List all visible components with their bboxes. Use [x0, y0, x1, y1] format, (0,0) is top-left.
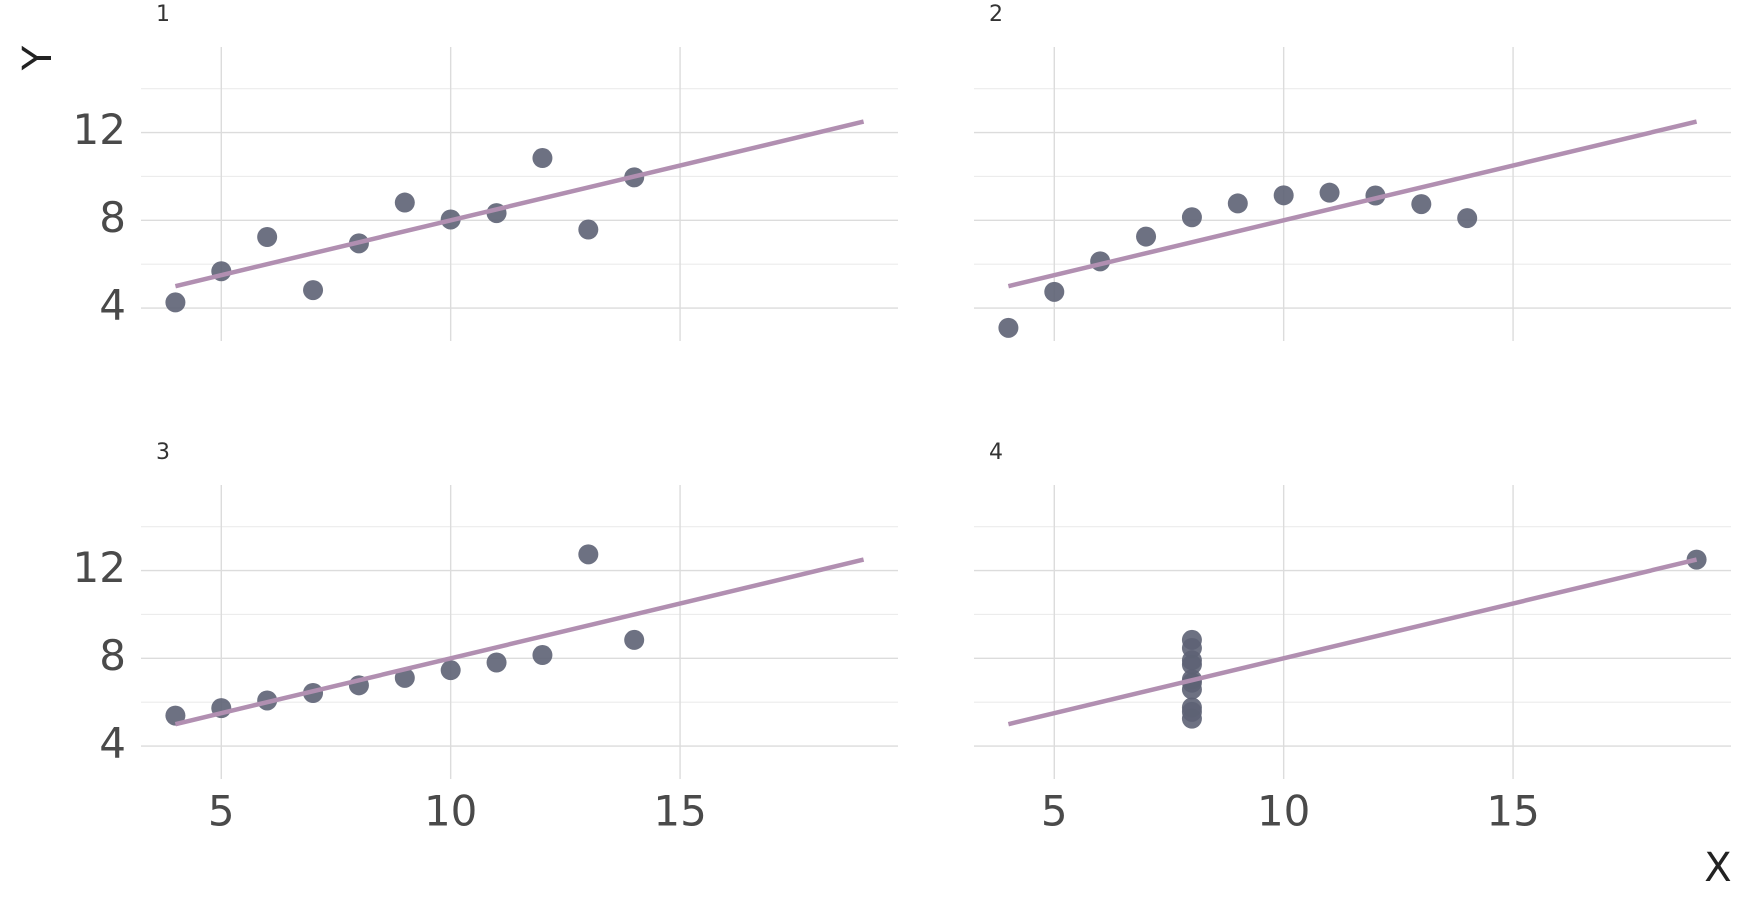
- point: [394, 192, 415, 213]
- point: [165, 705, 186, 726]
- point: [532, 645, 553, 666]
- y-tick-label: 12: [73, 543, 126, 592]
- x-tick-label: 10: [424, 787, 477, 836]
- point: [1181, 701, 1202, 722]
- fit-line: [1007, 119, 1698, 289]
- x-tick-label: 15: [653, 787, 706, 836]
- y-tick-label: 12: [73, 105, 126, 154]
- point: [1181, 650, 1202, 671]
- point: [1457, 208, 1478, 229]
- fit-line: [174, 557, 865, 727]
- y-tick-label: 4: [99, 281, 126, 330]
- x-tick-label: 5: [208, 787, 235, 836]
- point: [1411, 194, 1432, 215]
- point: [578, 219, 599, 240]
- point: [394, 667, 415, 688]
- point: [1319, 182, 1340, 203]
- y-tick-label: 8: [99, 631, 126, 680]
- point: [257, 227, 278, 248]
- point: [624, 629, 645, 650]
- point: [578, 544, 599, 565]
- x-tick-label: 5: [1041, 787, 1068, 836]
- point: [1181, 207, 1202, 228]
- fit-line: [174, 119, 865, 289]
- panel-title: 3: [156, 440, 170, 465]
- x-axis-label: X: [1704, 845, 1731, 891]
- fit-line: [1007, 557, 1698, 727]
- panel-title: 4: [989, 440, 1003, 465]
- point: [998, 317, 1019, 338]
- point: [486, 652, 507, 673]
- y-tick-label: 4: [99, 719, 126, 768]
- point: [165, 292, 186, 313]
- point: [1227, 193, 1248, 214]
- point: [1136, 226, 1157, 247]
- point: [532, 148, 553, 169]
- point: [1273, 185, 1294, 206]
- point: [440, 660, 461, 681]
- y-tick-label: 8: [99, 193, 126, 242]
- x-tick-label: 10: [1257, 787, 1310, 836]
- point: [1044, 281, 1065, 302]
- x-tick-label: 15: [1486, 787, 1539, 836]
- point: [303, 280, 324, 301]
- panel-title: 1: [156, 2, 170, 27]
- y-axis-label: Y: [15, 45, 61, 71]
- panel-title: 2: [989, 2, 1003, 27]
